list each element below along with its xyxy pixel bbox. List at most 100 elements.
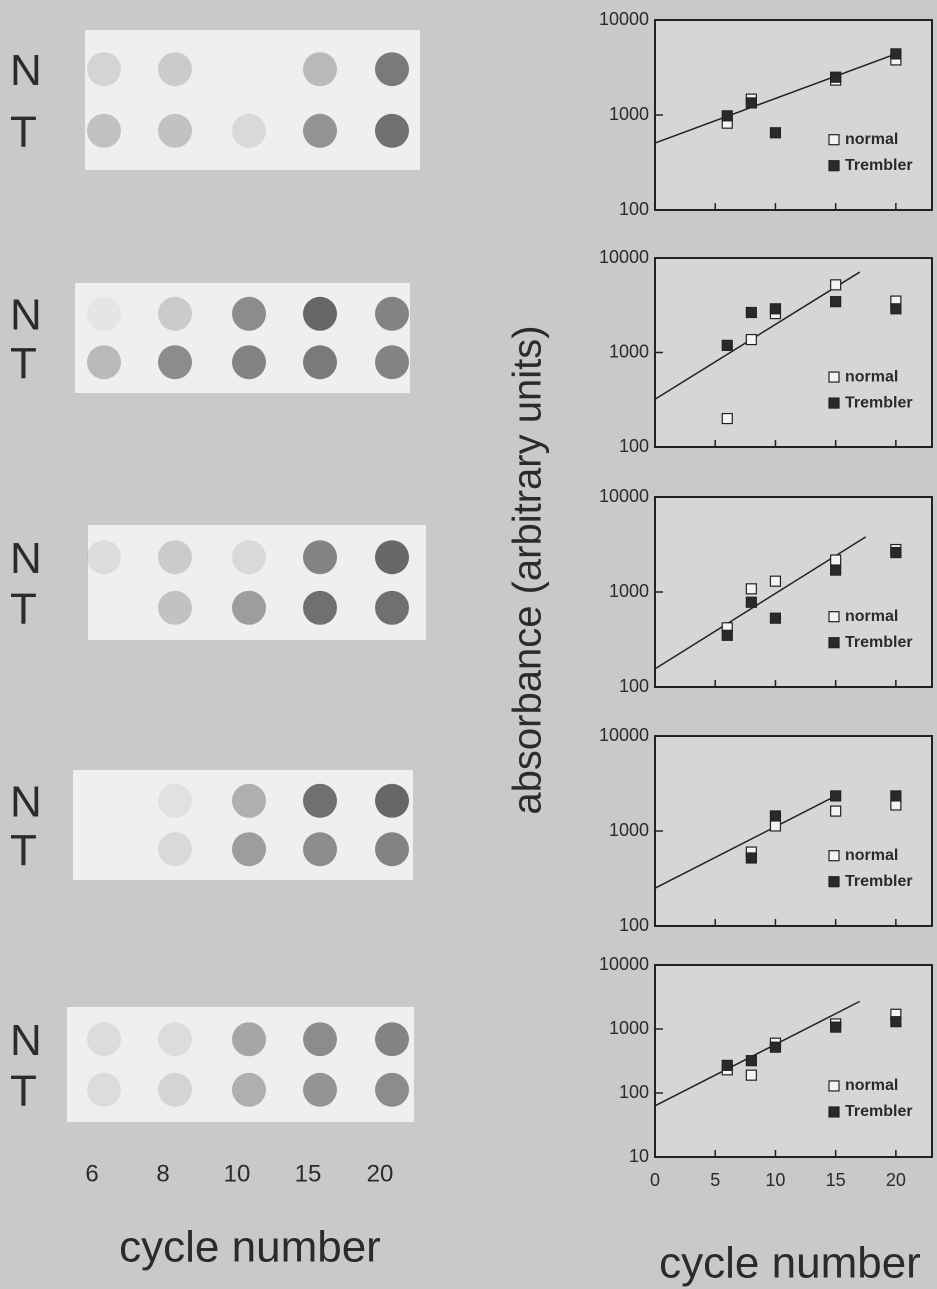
y-tick-label: 10000 — [599, 954, 649, 974]
legend-label: normal — [845, 608, 898, 625]
legend-swatch — [828, 160, 840, 172]
y-tick-label: 100 — [619, 1082, 649, 1102]
legend-swatch — [828, 850, 840, 862]
y-tick-label: 1000 — [609, 104, 649, 124]
point — [745, 333, 757, 346]
blot-spot — [232, 296, 266, 331]
legend-label: Trembler — [845, 394, 913, 411]
row-label: N — [10, 290, 42, 339]
y-tick-label: 10000 — [599, 9, 649, 29]
blot-spot — [87, 1022, 121, 1057]
point — [830, 554, 842, 566]
y-tick-label: 100 — [619, 915, 649, 935]
blot-spot — [303, 590, 337, 625]
row-label: N — [10, 1016, 42, 1065]
blot-spot — [232, 113, 266, 148]
y-tick-label: 100 — [619, 436, 649, 456]
lane-label: 10 — [224, 1160, 251, 1187]
blot-spot — [87, 1072, 121, 1107]
legend-label: normal — [845, 368, 898, 385]
y-tick-label: 10 — [629, 1146, 649, 1166]
blot-spot — [303, 296, 337, 331]
legend-swatch — [828, 876, 840, 888]
blot-spot — [87, 52, 121, 87]
point — [745, 583, 757, 595]
y-tick-label: 1000 — [609, 581, 649, 601]
point — [890, 1016, 902, 1028]
lane-label: 8 — [156, 1160, 169, 1187]
blot-spot — [158, 1072, 192, 1107]
point — [721, 1059, 733, 1071]
blot-spot — [87, 540, 121, 575]
lane-label: 6 — [85, 1160, 98, 1187]
y-tick-label: 100 — [619, 676, 649, 696]
legend-swatch — [828, 1106, 840, 1118]
point — [769, 1041, 782, 1053]
blot-spot — [375, 783, 409, 818]
x-label: cycle number — [659, 1239, 921, 1288]
legend-label: normal — [845, 847, 898, 864]
blot-spot — [158, 296, 192, 331]
plot-frame — [654, 964, 933, 1158]
point — [721, 339, 733, 351]
blot-spot — [375, 113, 409, 148]
x-tick-label: 20 — [886, 1170, 906, 1190]
blot-spot — [232, 832, 266, 867]
point — [830, 564, 842, 576]
blot-spot — [87, 296, 121, 331]
blot-spot — [158, 540, 192, 575]
y-tick-label: 1000 — [609, 1018, 649, 1038]
row-label: T — [10, 339, 37, 388]
point — [890, 790, 902, 802]
y-tick-label: 100 — [619, 199, 649, 219]
blot-membrane — [67, 1007, 414, 1122]
x-tick-label: 10 — [765, 1170, 785, 1190]
fit-line — [654, 53, 897, 144]
blot-spot — [158, 52, 192, 87]
point — [745, 1055, 757, 1067]
fit-line — [654, 271, 861, 400]
x-tick-label: 5 — [710, 1170, 720, 1190]
plot-frame — [654, 19, 933, 211]
legend-label: Trembler — [845, 873, 913, 890]
blot-spot — [375, 52, 409, 87]
blot-spot — [303, 345, 337, 380]
blot-membrane — [85, 30, 420, 170]
point — [721, 110, 733, 122]
point — [721, 629, 733, 641]
x-tick-label: 0 — [650, 1170, 660, 1190]
point — [769, 127, 782, 139]
plot-frame — [654, 496, 933, 688]
lane-label: 15 — [295, 1160, 322, 1187]
fit-line — [654, 795, 836, 889]
blot-x-label: cycle number — [119, 1223, 381, 1272]
blot-spot — [375, 345, 409, 380]
point — [890, 48, 902, 60]
point — [830, 790, 842, 802]
blot-spot — [303, 52, 337, 87]
legend-label: normal — [845, 131, 898, 148]
blot-spot — [232, 540, 266, 575]
y-tick-label: 1000 — [609, 341, 649, 361]
point — [830, 1021, 842, 1033]
legend-label: normal — [845, 1077, 898, 1094]
point — [830, 805, 842, 817]
blot-spot — [87, 345, 121, 380]
point — [830, 296, 842, 308]
row-label: N — [10, 46, 42, 95]
legend-label: Trembler — [845, 157, 913, 174]
blot-spot — [158, 345, 192, 380]
blot-spot — [232, 345, 266, 380]
point — [769, 612, 782, 624]
point — [830, 71, 842, 83]
legend-swatch — [828, 371, 840, 383]
blot-spot — [232, 590, 266, 625]
point — [745, 97, 757, 109]
y-tick-label: 10000 — [599, 725, 649, 745]
blot-spot — [232, 1022, 266, 1057]
blot-spot — [303, 540, 337, 575]
blot-spot — [87, 113, 121, 148]
blot-spot — [375, 1022, 409, 1057]
row-label: T — [10, 584, 37, 633]
